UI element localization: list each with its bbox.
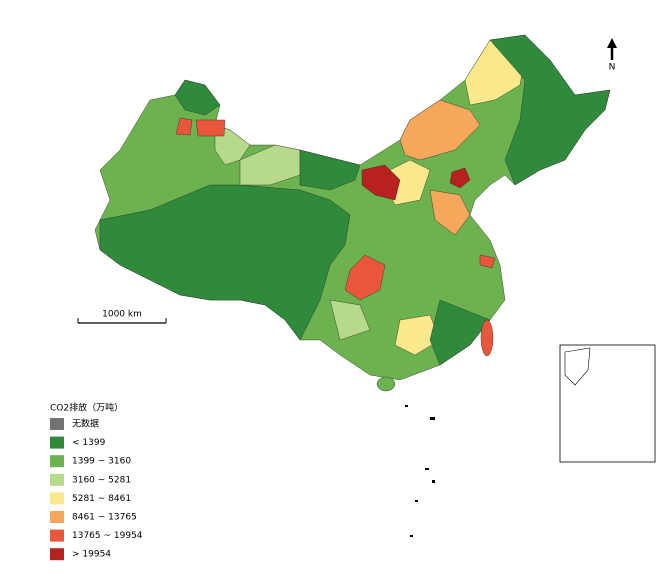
island <box>410 535 413 537</box>
legend-swatch <box>50 418 64 430</box>
legend-swatch <box>50 492 64 505</box>
legend-title: CO2排放（万吨） <box>50 402 123 414</box>
inset-coast <box>564 347 591 386</box>
legend: 无数据 < 1399 1399 ~ 3160 3160 ~ 5281 5281 ~ 84… <box>50 418 143 561</box>
region <box>394 314 441 356</box>
legend-swatch <box>50 455 64 468</box>
island <box>425 468 429 470</box>
region <box>361 164 401 201</box>
legend-label: 1399 ~ 3160 <box>72 457 131 467</box>
north-arrow <box>607 38 617 48</box>
island <box>432 480 435 483</box>
region <box>344 254 386 301</box>
legend-label: 13765 ~ 19954 <box>72 531 143 541</box>
legend-swatch <box>50 529 64 542</box>
island <box>415 500 418 502</box>
region <box>99 184 351 341</box>
inset-frame <box>559 344 656 463</box>
region <box>174 79 221 116</box>
legend-swatch <box>50 436 64 449</box>
region <box>479 254 496 269</box>
legend-label: < 1399 <box>72 438 106 448</box>
region <box>195 119 226 137</box>
legend-label: 5281 ~ 8461 <box>72 494 131 504</box>
taiwan <box>480 319 494 357</box>
north-label: N <box>609 63 616 73</box>
legend-label: 8461 ~ 13765 <box>72 513 137 523</box>
legend-label: 无数据 <box>72 418 99 430</box>
scale-bar-label: 1000 km <box>102 310 142 320</box>
legend-swatch <box>50 511 64 523</box>
legend-swatch <box>50 473 64 486</box>
region <box>489 34 611 186</box>
legend-label: > 19954 <box>72 550 111 560</box>
island <box>430 417 435 420</box>
island <box>405 405 408 407</box>
region <box>429 189 471 236</box>
hainan <box>376 376 396 392</box>
islands <box>405 405 435 537</box>
map-regions <box>94 34 611 392</box>
region <box>329 299 371 341</box>
region <box>399 99 481 161</box>
legend-swatch <box>50 548 64 561</box>
region <box>299 149 361 191</box>
region <box>175 117 193 136</box>
region <box>449 167 471 189</box>
legend-label: 3160 ~ 5281 <box>72 475 131 485</box>
region <box>429 299 491 366</box>
